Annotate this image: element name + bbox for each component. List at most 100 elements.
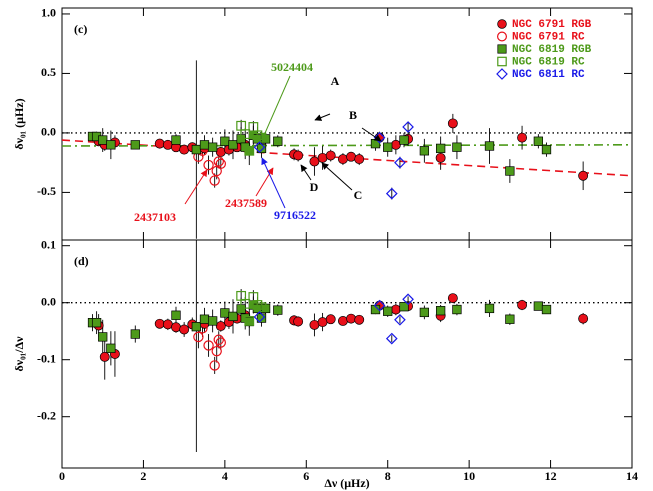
annotation-arrow xyxy=(361,127,382,142)
point xyxy=(394,156,406,169)
point xyxy=(452,142,462,152)
panel-label: (d) xyxy=(74,254,89,268)
annotation-arrow xyxy=(314,113,331,121)
annotation: 5024404 xyxy=(271,60,313,74)
point xyxy=(91,318,102,328)
y-tick-label: -0.1 xyxy=(37,351,56,365)
point xyxy=(203,159,214,171)
point xyxy=(244,145,255,156)
point xyxy=(193,331,204,343)
annotation-arrow xyxy=(321,162,353,191)
annotation: 2437103 xyxy=(134,210,176,224)
point xyxy=(435,143,446,154)
point xyxy=(337,154,348,165)
point xyxy=(130,329,140,339)
point xyxy=(209,175,220,186)
point xyxy=(211,345,222,357)
point xyxy=(171,310,181,320)
point xyxy=(244,316,255,326)
point xyxy=(541,144,552,155)
point xyxy=(199,314,210,324)
point xyxy=(293,316,304,327)
annotation-arrow xyxy=(255,167,274,197)
point xyxy=(98,332,108,342)
point xyxy=(337,315,348,326)
x-tick-label: 2 xyxy=(140,469,146,483)
point xyxy=(213,334,224,345)
point xyxy=(578,170,589,181)
point xyxy=(373,299,386,312)
annotation-arrow xyxy=(300,164,312,181)
annotation-arrow xyxy=(261,75,291,141)
y-axis-label: δν₀₁/Δν xyxy=(12,336,26,372)
point xyxy=(106,343,116,353)
plot-frame xyxy=(61,239,633,469)
x-tick-label: 14 xyxy=(626,469,638,483)
x-tick-label: 10 xyxy=(463,469,475,483)
point xyxy=(402,293,414,306)
point xyxy=(447,118,458,129)
y-tick-label: -0.2 xyxy=(37,408,56,422)
x-tick-label: 4 xyxy=(222,469,228,483)
legend-label: NGC 6819 RGB xyxy=(512,44,592,56)
point xyxy=(402,121,414,133)
annotation: 2437589 xyxy=(225,196,267,210)
point xyxy=(99,351,110,362)
x-tick-label: 12 xyxy=(545,469,557,483)
point xyxy=(191,321,202,332)
point xyxy=(215,321,226,332)
legend-marker xyxy=(497,56,507,67)
x-tick-label: 6 xyxy=(303,469,309,483)
point xyxy=(541,304,552,315)
legend-label: NGC 6791 RGB xyxy=(512,19,592,31)
point xyxy=(419,146,430,156)
point xyxy=(240,298,251,309)
y-tick-label: -0.5 xyxy=(37,184,56,198)
point xyxy=(435,152,446,163)
annotation-arrow xyxy=(261,157,286,209)
y-tick-label: 0.1 xyxy=(41,237,56,251)
point xyxy=(256,302,267,313)
point xyxy=(394,313,406,326)
point xyxy=(228,140,238,150)
point xyxy=(399,302,409,312)
y-tick-label: 0.0 xyxy=(41,125,56,139)
point xyxy=(253,141,266,154)
x-tick-label: 8 xyxy=(385,469,391,483)
annotation: D xyxy=(310,180,319,194)
point xyxy=(213,156,224,167)
point xyxy=(130,140,140,150)
point xyxy=(346,313,357,324)
point xyxy=(505,166,515,176)
point xyxy=(203,340,214,351)
point xyxy=(162,139,173,150)
point xyxy=(273,305,283,315)
point xyxy=(106,140,116,150)
point xyxy=(452,304,462,315)
point xyxy=(383,306,393,316)
point xyxy=(209,360,220,371)
point xyxy=(346,151,357,162)
point xyxy=(533,136,544,146)
point xyxy=(220,308,230,318)
point xyxy=(517,132,528,143)
annotation: A xyxy=(331,74,340,88)
x-axis-label: Δν (μHz) xyxy=(324,476,369,490)
point xyxy=(98,135,108,145)
point xyxy=(354,314,365,325)
point xyxy=(317,152,328,163)
point xyxy=(215,147,226,157)
point xyxy=(179,324,190,335)
y-tick-label: 0.5 xyxy=(41,65,56,79)
point xyxy=(385,332,398,345)
point xyxy=(325,150,336,161)
point xyxy=(484,141,495,151)
point xyxy=(399,135,409,145)
y-tick-label: 1.0 xyxy=(41,6,56,20)
legend-label: NGC 6791 RC xyxy=(512,31,585,43)
point xyxy=(171,135,181,145)
point xyxy=(253,311,266,323)
y-axis-label: δν₀₁ (μHz) xyxy=(12,98,26,149)
